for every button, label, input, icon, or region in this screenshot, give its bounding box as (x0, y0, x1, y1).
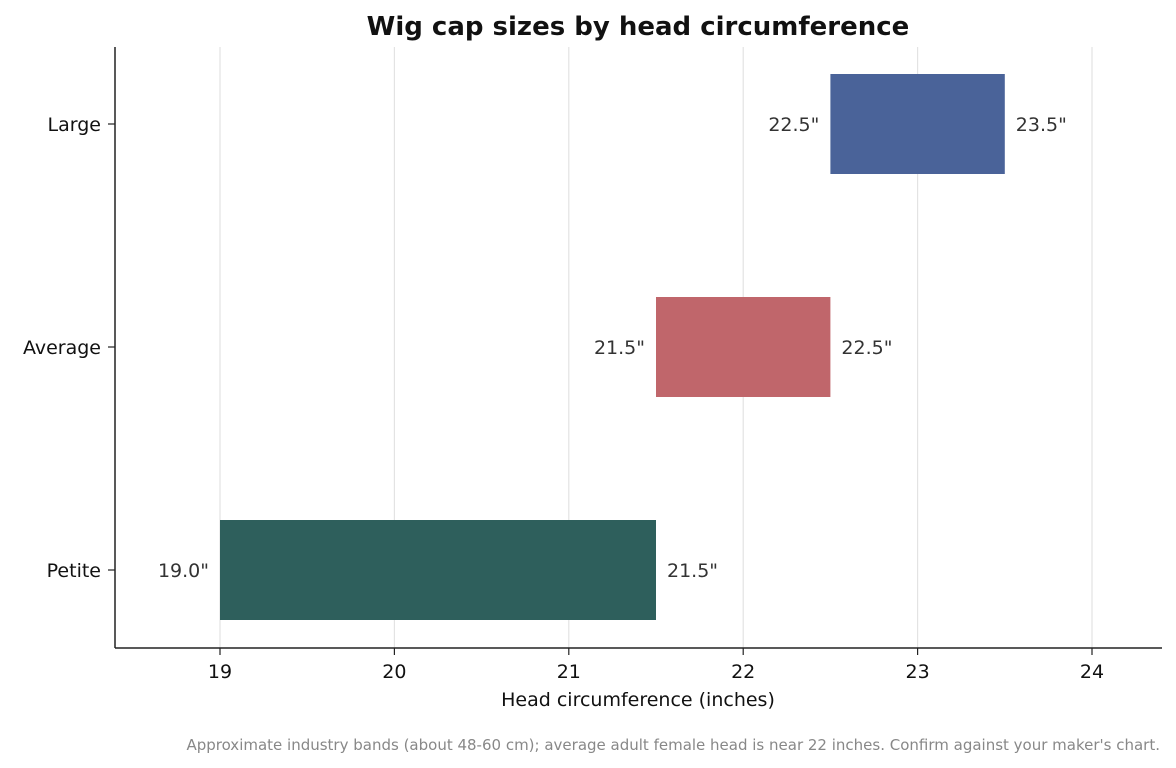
x-axis-label: Head circumference (inches) (501, 689, 775, 711)
data-labels: 22.5" 23.5" 21.5" 22.5" 19.0" 21.5" (158, 114, 1067, 582)
x-tick-label: 21 (557, 661, 581, 683)
x-tick-label: 23 (906, 661, 930, 683)
bar-petite (220, 520, 656, 620)
y-tick-label-large: Large (48, 114, 101, 136)
x-tick-label: 22 (731, 661, 755, 683)
bar-start-label: 22.5" (768, 114, 819, 136)
y-tick-label-petite: Petite (47, 560, 101, 582)
bar-end-label: 21.5" (667, 560, 718, 582)
bar-end-label: 22.5" (841, 337, 892, 359)
x-axis-ticks: 19 20 21 22 23 24 (208, 648, 1104, 683)
bar-large (830, 74, 1005, 174)
y-tick-label-average: Average (23, 337, 101, 359)
x-tick-label: 20 (382, 661, 406, 683)
bars (220, 74, 1005, 620)
footnote: Approximate industry bands (about 48-60 … (186, 736, 1160, 754)
x-tick-label: 19 (208, 661, 232, 683)
x-tick-label: 24 (1080, 661, 1104, 683)
bar-end-label: 23.5" (1016, 114, 1067, 136)
bar-average (656, 297, 831, 397)
bar-start-label: 21.5" (594, 337, 645, 359)
y-axis-ticks: Large Average Petite (23, 114, 115, 582)
bar-start-label: 19.0" (158, 560, 209, 582)
chart-title: Wig cap sizes by head circumference (367, 12, 910, 42)
